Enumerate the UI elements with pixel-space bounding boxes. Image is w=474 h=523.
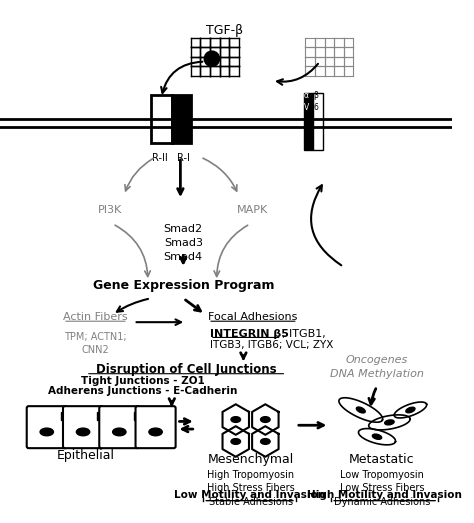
- Ellipse shape: [261, 439, 270, 445]
- FancyBboxPatch shape: [313, 93, 323, 151]
- Ellipse shape: [356, 407, 365, 413]
- FancyBboxPatch shape: [172, 95, 191, 143]
- Text: Low Tropomyosin
Low Stress Fibers
Dynamic Adhesions: Low Tropomyosin Low Stress Fibers Dynami…: [334, 470, 430, 506]
- Circle shape: [204, 51, 219, 66]
- Ellipse shape: [406, 407, 415, 413]
- Ellipse shape: [149, 428, 162, 436]
- Text: Mesenchymal: Mesenchymal: [208, 453, 294, 466]
- Text: 6: 6: [313, 103, 319, 112]
- Ellipse shape: [231, 417, 240, 423]
- Text: High Tropomyosin
High Stress Fibers
Stable Adhesions: High Tropomyosin High Stress Fibers Stab…: [207, 470, 295, 506]
- Text: TGF-β: TGF-β: [206, 24, 243, 37]
- Bar: [134, 412, 141, 419]
- Text: Metastatic: Metastatic: [349, 453, 415, 466]
- Text: TPM; ACTN1;
CNN2: TPM; ACTN1; CNN2: [64, 332, 127, 355]
- Ellipse shape: [231, 439, 240, 445]
- Text: ITGB3, ITGB6; VCL; ZYX: ITGB3, ITGB6; VCL; ZYX: [210, 340, 333, 350]
- Text: R-II: R-II: [152, 153, 167, 163]
- Text: MAPK: MAPK: [237, 204, 269, 214]
- Text: , ITGB1,: , ITGB1,: [282, 328, 325, 338]
- FancyBboxPatch shape: [303, 93, 313, 151]
- FancyBboxPatch shape: [136, 406, 176, 448]
- FancyBboxPatch shape: [63, 406, 103, 448]
- Text: Tight Junctions - ZO1: Tight Junctions - ZO1: [82, 377, 205, 386]
- Text: Disruption of Cell Junctions: Disruption of Cell Junctions: [96, 363, 276, 377]
- Ellipse shape: [261, 417, 270, 423]
- Text: Gene Expression Program: Gene Expression Program: [92, 279, 274, 292]
- Text: INTEGRIN β5: INTEGRIN β5: [210, 328, 289, 338]
- Text: PI3K: PI3K: [98, 204, 122, 214]
- Text: α: α: [304, 92, 309, 100]
- Ellipse shape: [373, 434, 382, 439]
- Ellipse shape: [40, 428, 54, 436]
- Text: Actin Fibers: Actin Fibers: [63, 312, 128, 322]
- Text: V: V: [304, 103, 309, 112]
- FancyBboxPatch shape: [27, 406, 67, 448]
- Text: Smad2
Smad3
Smad4: Smad2 Smad3 Smad4: [164, 224, 203, 262]
- Text: β: β: [313, 92, 319, 100]
- Text: Oncogenes
DNA Methylation: Oncogenes DNA Methylation: [330, 356, 424, 379]
- Text: Focal Adhesions: Focal Adhesions: [208, 312, 298, 322]
- FancyBboxPatch shape: [99, 406, 139, 448]
- Text: High Motility and Invasion: High Motility and Invasion: [307, 490, 462, 500]
- Bar: [97, 412, 105, 419]
- Text: Adherens Junctions - E-Cadherin: Adherens Junctions - E-Cadherin: [48, 386, 238, 396]
- Text: Low Motility and Invasion: Low Motility and Invasion: [173, 490, 325, 500]
- FancyBboxPatch shape: [151, 95, 172, 143]
- Ellipse shape: [113, 428, 126, 436]
- Bar: [61, 412, 69, 419]
- Ellipse shape: [385, 420, 394, 425]
- Text: R-I: R-I: [177, 153, 190, 163]
- Ellipse shape: [76, 428, 90, 436]
- Text: Epithelial: Epithelial: [57, 449, 115, 462]
